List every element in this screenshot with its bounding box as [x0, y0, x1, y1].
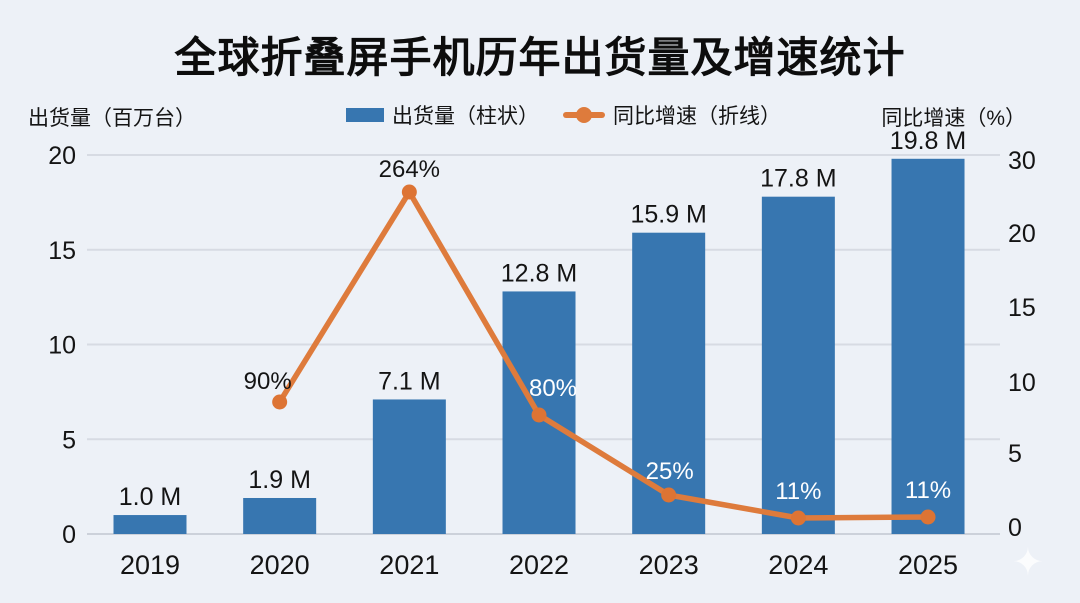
bar-2025: [891, 158, 965, 535]
bar-value-label: 15.9 M: [630, 201, 706, 229]
bar-series-swatch-icon: [346, 108, 384, 122]
growth-value-label: 25%: [646, 458, 694, 485]
legend: 出货量（柱状） 同比增速（折线）: [346, 100, 781, 130]
x-axis-year-label: 2020: [250, 550, 310, 580]
bar-2023: [632, 232, 706, 534]
right-axis-unit-label: 同比增速（%）: [881, 107, 1026, 130]
growth-value-label: 11%: [905, 477, 951, 504]
right-axis-tick-label: 20: [1008, 220, 1036, 248]
left-axis-tick-label: 15: [48, 237, 76, 265]
bar-2019: [113, 515, 187, 534]
bar-value-label: 12.8 M: [501, 259, 577, 287]
bar-value-label: 7.1 M: [378, 367, 441, 395]
left-axis-tick-label: 20: [48, 142, 76, 170]
growth-point-2024: [790, 510, 806, 526]
growth-point-2021: [401, 184, 417, 200]
growth-value-label: 80%: [529, 375, 577, 402]
bar-value-label: 17.8 M: [760, 165, 836, 193]
right-axis-tick-label: 5: [1008, 440, 1022, 468]
bar-value-label: 1.0 M: [119, 483, 182, 511]
left-axis-tick-label: 5: [62, 426, 76, 454]
right-axis-tick-label: 10: [1008, 369, 1036, 397]
x-axis-year-label: 2023: [639, 550, 699, 580]
growth-point-2025: [920, 509, 936, 525]
x-axis-year-label: 2021: [379, 550, 439, 580]
right-axis-tick-label: 0: [1008, 514, 1022, 542]
x-axis-year-label: 2022: [509, 550, 569, 580]
growth-point-2023: [661, 487, 677, 503]
line-marker-dot-icon: [576, 107, 592, 123]
growth-value-label: 264%: [379, 156, 440, 183]
sparkle-watermark-icon: ✦: [1012, 542, 1044, 584]
growth-point-2020: [272, 394, 288, 410]
bar-2024: [761, 196, 835, 534]
x-axis-year-label: 2019: [120, 550, 180, 580]
x-axis-year-label: 2024: [768, 550, 828, 580]
left-axis-tick-label: 10: [48, 332, 76, 360]
chart-title: 全球折叠屏手机历年出货量及增速统计: [174, 34, 906, 81]
x-axis-year-label: 2025: [898, 550, 958, 580]
bar-2021: [372, 399, 446, 534]
bar-value-label: 19.8 M: [890, 127, 966, 155]
left-axis-unit-label: 出货量（百万台）: [28, 107, 196, 130]
bar-series-legend-label: 出货量（柱状）: [392, 105, 539, 128]
left-axis-tick-label: 0: [62, 521, 76, 549]
right-axis-tick-label: 30: [1008, 147, 1036, 175]
growth-value-label: 11%: [775, 478, 821, 505]
line-series-swatch-icon: [563, 107, 605, 123]
growth-line: [276, 189, 931, 521]
bar-2020: [243, 497, 317, 534]
right-axis-tick-label: 15: [1008, 294, 1036, 322]
bar-value-label: 1.9 M: [248, 466, 311, 494]
line-series-legend-label: 同比增速（折线）: [613, 105, 781, 128]
growth-point-2022: [531, 407, 547, 423]
growth-value-label: 90%: [244, 368, 292, 395]
